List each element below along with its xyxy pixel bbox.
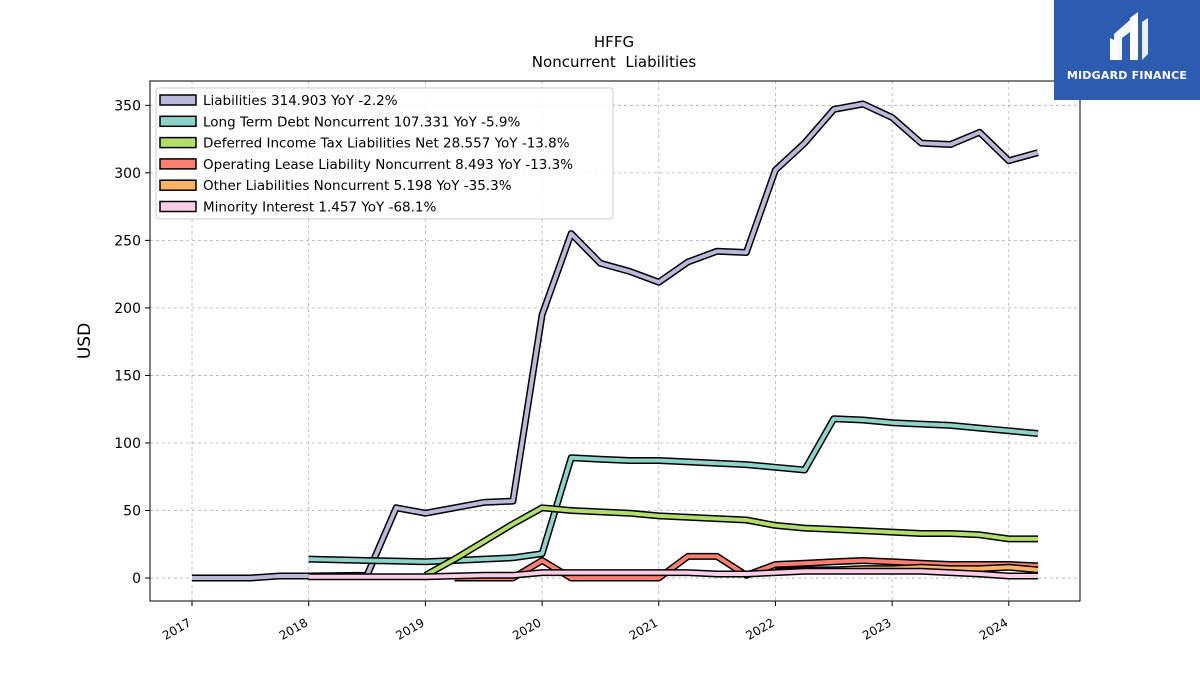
series-line-1 [308,415,1039,566]
legend-swatch [159,94,197,106]
y-tick-label: 350 [114,98,141,114]
x-tick-label: 2020 [510,615,543,642]
legend-label: Operating Lease Liability Noncurrent 8.4… [203,157,573,173]
legend-swatch [159,158,197,170]
legend-swatch [159,115,197,128]
x-tick-label: 2023 [860,615,893,642]
y-tick-label: 300 [114,166,141,182]
y-tick-label: 250 [114,233,141,249]
legend-label: Liabilities 314.903 YoY -2.2% [203,93,398,109]
series-line-2 [423,504,1038,579]
series-line-0 [192,100,1039,582]
legend-label: Other Liabilities Noncurrent 5.198 YoY -… [203,178,512,194]
legend-item: Liabilities 314.903 YoY -2.2% [159,93,398,109]
x-tick-label: 2017 [160,615,193,642]
x-tick-label: 2018 [277,615,310,642]
plot-area [149,80,1081,602]
y-tick-label: 50 [123,504,141,520]
series-core [308,569,1038,579]
chart-subtitle: Noncurrent Liabilities [532,53,697,71]
legend-label: Minority Interest 1.457 YoY -68.1% [203,200,437,216]
y-tick-label: 200 [114,301,141,317]
legend-item: Long Term Debt Noncurrent 107.331 YoY -5… [159,114,520,130]
brand-name: MIDGARD FINANCE [1066,69,1188,82]
legend: Liabilities 314.903 YoY -2.2% Long Term D… [155,87,614,220]
series-core [424,505,1038,578]
legend-label: Deferred Income Tax Liabilities Net 28.5… [203,136,570,152]
legend-swatch [159,136,197,149]
x-tick-label: 2019 [393,615,426,642]
legend-item: Other Liabilities Noncurrent 5.198 YoY -… [159,178,512,194]
chart-title: HFFG [594,33,634,51]
series-lines [192,100,1039,582]
legend-item: Deferred Income Tax Liabilities Net 28.5… [159,136,570,152]
series-outline [308,415,1039,566]
midgard-logo-icon [1110,12,1148,60]
series-core [308,416,1039,564]
brand-logo: MIDGARD FINANCE [1054,0,1200,100]
y-tick-label: 100 [114,436,141,452]
legend-label: Long Term Debt Noncurrent 107.331 YoY -5… [203,114,520,130]
legend-box [155,87,614,220]
legend-item: Operating Lease Liability Noncurrent 8.4… [159,157,573,173]
legend-item: Minority Interest 1.457 YoY -68.1% [159,200,437,216]
x-tick-label: 2024 [977,615,1010,642]
x-tick-label: 2022 [743,615,776,642]
series-core [192,102,1039,580]
y-tick-label: 0 [132,571,141,587]
x-tick-label: 2021 [627,615,660,642]
legend-swatch [159,179,197,191]
y-axis-label: USD [75,323,95,359]
legend-swatch [159,200,197,213]
series-line-5 [308,567,1038,581]
y-tick-label: 150 [114,368,141,384]
